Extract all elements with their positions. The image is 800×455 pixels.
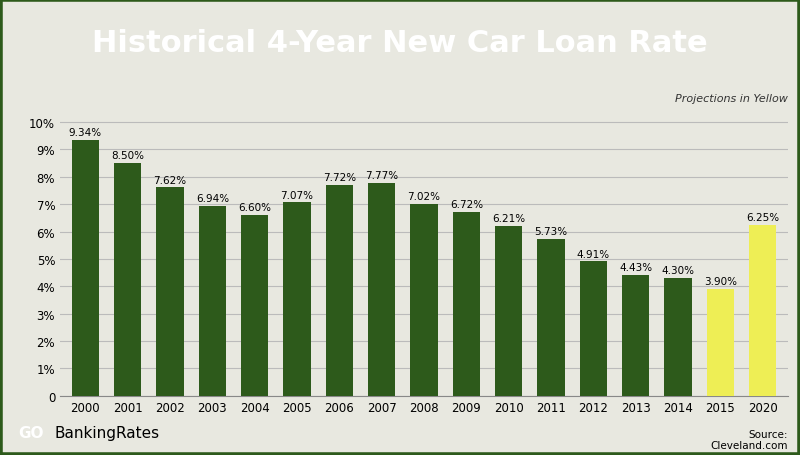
Bar [538,239,565,396]
Text: Projections in Yellow: Projections in Yellow [675,93,788,103]
Bar [410,204,438,396]
Text: 4.30%: 4.30% [662,266,694,276]
Text: 6.94%: 6.94% [196,194,229,204]
Bar [664,278,692,396]
Text: 7.77%: 7.77% [365,171,398,181]
Bar [622,275,650,396]
Bar [749,225,776,396]
Bar [453,212,480,396]
Text: 6.25%: 6.25% [746,212,779,222]
Text: GO: GO [18,425,44,440]
Text: 7.72%: 7.72% [322,172,356,182]
Bar [72,141,99,396]
Text: 7.02%: 7.02% [407,192,441,202]
Text: 6.72%: 6.72% [450,200,483,210]
Bar [579,262,607,396]
Text: 5.73%: 5.73% [534,227,567,237]
Text: 8.50%: 8.50% [111,151,144,161]
Bar [241,216,269,396]
Text: 7.07%: 7.07% [281,190,314,200]
Text: 4.43%: 4.43% [619,262,652,272]
Bar [495,226,522,396]
Text: 9.34%: 9.34% [69,128,102,138]
Text: 4.91%: 4.91% [577,249,610,259]
Text: 6.60%: 6.60% [238,203,271,213]
Bar [326,185,353,396]
Bar [706,289,734,396]
Text: 3.90%: 3.90% [704,277,737,287]
Bar [198,207,226,396]
Text: Source:
Cleveland.com: Source: Cleveland.com [710,429,788,450]
Text: BankingRates: BankingRates [54,425,159,440]
Bar [368,184,395,396]
Text: 6.21%: 6.21% [492,213,526,223]
Bar [283,203,310,396]
Text: 7.62%: 7.62% [154,175,186,185]
Bar [114,164,142,396]
Bar [156,188,184,396]
Text: Historical 4-Year New Car Loan Rate: Historical 4-Year New Car Loan Rate [92,29,708,58]
